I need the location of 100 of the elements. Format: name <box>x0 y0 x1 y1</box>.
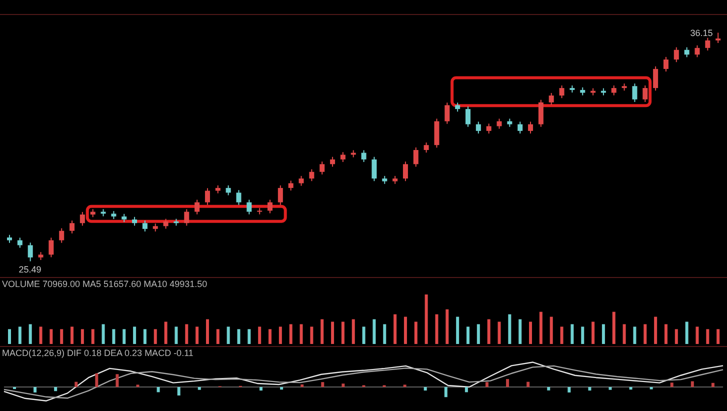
bar <box>424 387 427 391</box>
bar <box>487 319 490 344</box>
bar <box>300 324 303 344</box>
bar <box>588 387 592 391</box>
candlestick <box>486 123 492 134</box>
candlestick <box>455 102 460 112</box>
candlestick <box>663 56 668 72</box>
bar <box>289 324 292 344</box>
candlestick <box>80 211 85 226</box>
bar <box>133 326 136 344</box>
bar <box>342 384 345 387</box>
candlestick <box>288 180 294 192</box>
candlestick <box>309 168 314 182</box>
bar <box>18 326 22 344</box>
bar <box>154 329 157 344</box>
bar <box>8 329 11 344</box>
candlestick <box>28 242 33 262</box>
bar <box>706 329 710 344</box>
bar <box>80 329 84 344</box>
bar <box>164 322 168 344</box>
bar <box>352 319 355 344</box>
bar <box>592 322 595 344</box>
candlestick <box>278 184 283 206</box>
bar <box>112 329 116 344</box>
bar <box>674 329 678 344</box>
bar <box>341 322 344 344</box>
bar <box>508 314 512 344</box>
bar <box>206 319 209 344</box>
candlestick <box>59 228 64 244</box>
bar <box>50 329 53 344</box>
bar <box>95 373 98 387</box>
bar <box>485 382 488 387</box>
candlestick <box>194 199 200 215</box>
bar <box>122 329 126 344</box>
bar <box>177 387 180 396</box>
candlestick <box>184 208 190 226</box>
candlestick <box>694 44 700 58</box>
candlestick <box>372 156 377 182</box>
bar <box>320 319 324 344</box>
bar <box>156 387 160 392</box>
bar <box>116 374 119 387</box>
bar <box>70 326 74 344</box>
bar <box>581 326 584 344</box>
candlestick <box>476 121 481 134</box>
bar <box>404 316 407 344</box>
bar <box>196 326 199 344</box>
bar <box>372 319 376 344</box>
candlestick <box>330 156 336 168</box>
bar <box>331 322 334 344</box>
chart-title: MACD(12,26,9) DIF 0.18 DEA 0.23 MACD -0.11 <box>1 347 194 359</box>
bar <box>198 387 201 390</box>
bar <box>28 324 32 344</box>
bar <box>34 387 37 392</box>
bar <box>550 316 553 344</box>
bar <box>54 387 58 392</box>
bar <box>570 324 574 344</box>
candlestick <box>716 32 721 44</box>
bar <box>464 387 468 392</box>
bar <box>690 381 694 387</box>
bar <box>300 384 304 387</box>
bar <box>711 382 714 387</box>
bar <box>547 387 550 390</box>
bar <box>518 319 522 344</box>
bar <box>174 326 178 344</box>
bar <box>539 312 542 344</box>
bar <box>310 326 314 344</box>
bar <box>280 387 284 390</box>
bar <box>685 322 688 344</box>
candlestick <box>268 199 273 214</box>
bar <box>506 379 510 387</box>
candlestick <box>528 121 534 134</box>
bar <box>670 382 674 387</box>
candlestick <box>298 175 304 186</box>
bar <box>608 387 612 390</box>
candlestick <box>674 46 679 63</box>
candlestick <box>538 99 544 128</box>
candlestick <box>204 188 210 206</box>
candlestick <box>548 92 554 106</box>
candlestick <box>424 142 429 154</box>
bar <box>102 324 105 344</box>
candlestick <box>559 84 564 99</box>
bar <box>444 387 448 398</box>
candlestick <box>70 220 75 234</box>
bar <box>321 382 324 387</box>
candlestick <box>17 237 22 248</box>
candlestick <box>434 118 440 148</box>
bar <box>383 324 386 344</box>
bar <box>91 329 94 344</box>
bar <box>644 324 647 344</box>
candlestick <box>48 237 54 258</box>
bar <box>394 314 397 344</box>
bar <box>39 326 42 344</box>
bar <box>226 326 230 344</box>
bar <box>633 326 636 344</box>
candlestick <box>413 146 418 168</box>
bar <box>498 322 501 344</box>
bar <box>716 329 720 344</box>
bar <box>435 314 438 344</box>
candlestick <box>320 161 325 175</box>
candlestick <box>361 150 366 163</box>
